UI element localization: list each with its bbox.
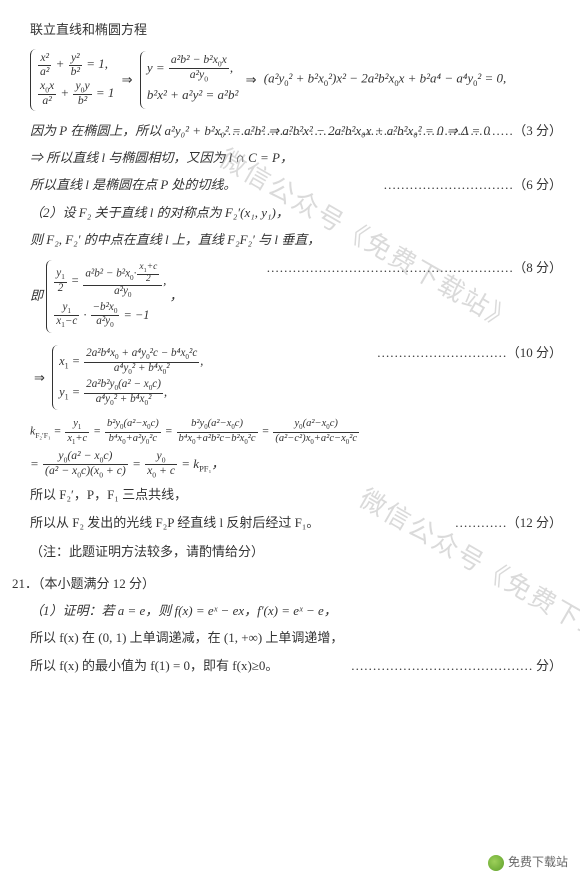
eq-slope-chain-2: = y0(a² − x0c)(a² − x0c)(x0 + c) = y0x0 … — [30, 450, 562, 480]
q21-l1: （1）证明：若 a = e，则 f(x) = eˣ − ex，f′(x) = e… — [30, 599, 562, 622]
wechat-icon — [488, 855, 504, 871]
line-reflection: 所以从 F₂ 发出的光线 F₂P 经直线 l 反射后经过 F₁。12 — [30, 511, 562, 534]
line-collinear: 所以 F₂′，P，F₁ 三点共线， — [30, 483, 562, 506]
eq-slope-chain-1: kF₂′F₁ = y1x1+c = b²y0(a²−x0c)b⁴x0+a²y0²… — [30, 418, 562, 446]
heading: 联立直线和椭圆方程 — [30, 18, 562, 41]
q21-l2: 所以 f(x) 在 (0, 1) 上单调递减，在 (1, +∞) 上单调递增， — [30, 626, 562, 649]
q21-head: 21．（本小题满分 12 分） — [12, 572, 562, 595]
document-body: 联立直线和椭圆方程 x²a² + y²b² = 1, x0xa² + y0yb²… — [0, 0, 580, 699]
q21-l3: 所以 f(x) 的最小值为 f(1) = 0，即有 f(x)≥0。 ………………… — [30, 654, 562, 677]
line-part2-b: 则 F₂, F₂′ 的中点在直线 l 上，直线 F₂F₂′ 与 l 垂直， — [30, 228, 562, 251]
line-part2-a: （2）设 F₂ 关于直线 l 的对称点为 F₂′(x₁, y₁)， — [30, 201, 562, 224]
grading-note: （注：此题证明方法较多，请酌情给分） — [30, 540, 562, 563]
line-tangent-a: ⇒ 所以直线 l 与椭圆相切，又因为 l ∩ C = P， — [30, 146, 562, 169]
line-delta0: 因为 P 在椭圆上，所以 a²y₀² + b²x₀² = a²b² ⇒ a²b²… — [30, 119, 562, 142]
eq-system-4: ⇒ x1 = 2a²b⁴x0 + a⁴y0²c − b⁴x0²ca⁴y0² + … — [30, 341, 562, 414]
eq-system-1: x²a² + y²b² = 1, x0xa² + y0yb² = 1 ⇒ y =… — [30, 45, 562, 114]
watermark-corner: 免费下载站 — [488, 853, 568, 871]
line-tangent-b: 所以直线 l 是椭圆在点 P 处的切线。6 — [30, 173, 562, 196]
eq-system-3: 即 y12 = a²b² − b²x0·x1+c2a²y0, y1x1−c · … — [30, 256, 562, 338]
